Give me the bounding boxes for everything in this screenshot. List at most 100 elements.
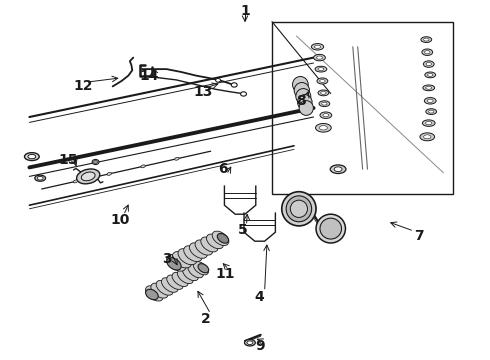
Ellipse shape (425, 122, 432, 125)
Text: 13: 13 (194, 85, 213, 99)
Ellipse shape (177, 270, 194, 284)
Ellipse shape (156, 280, 173, 295)
Ellipse shape (37, 176, 43, 180)
Ellipse shape (286, 196, 312, 222)
Ellipse shape (146, 289, 158, 300)
Ellipse shape (107, 172, 112, 175)
Ellipse shape (162, 278, 178, 292)
Ellipse shape (422, 49, 433, 55)
Ellipse shape (24, 153, 39, 161)
Ellipse shape (318, 68, 324, 71)
Ellipse shape (422, 120, 435, 126)
Ellipse shape (146, 286, 163, 301)
Ellipse shape (167, 255, 186, 271)
Text: 3: 3 (162, 252, 172, 266)
Text: 7: 7 (414, 229, 424, 243)
Ellipse shape (423, 135, 431, 139)
Ellipse shape (420, 133, 435, 141)
Ellipse shape (330, 165, 346, 174)
Ellipse shape (317, 56, 322, 59)
Text: 9: 9 (255, 339, 265, 353)
Ellipse shape (426, 63, 431, 66)
Ellipse shape (241, 92, 246, 96)
Ellipse shape (317, 78, 328, 84)
Ellipse shape (188, 264, 203, 278)
Ellipse shape (172, 252, 192, 268)
Bar (15, 22, 461, 338)
Ellipse shape (198, 264, 209, 273)
Ellipse shape (290, 200, 308, 217)
Ellipse shape (294, 82, 310, 98)
Bar (272, 22, 453, 194)
Ellipse shape (201, 237, 218, 252)
Ellipse shape (35, 175, 46, 181)
Ellipse shape (423, 61, 434, 67)
Text: 5: 5 (238, 224, 247, 237)
Ellipse shape (312, 44, 323, 50)
Ellipse shape (426, 86, 432, 89)
Text: 4: 4 (255, 290, 265, 304)
Ellipse shape (322, 102, 327, 105)
Ellipse shape (28, 154, 36, 159)
Ellipse shape (206, 234, 223, 249)
Ellipse shape (427, 73, 433, 76)
Ellipse shape (423, 38, 429, 41)
Ellipse shape (299, 101, 314, 116)
Text: 14: 14 (140, 69, 159, 82)
Ellipse shape (172, 272, 188, 287)
Text: 10: 10 (110, 213, 130, 226)
Text: 1: 1 (240, 4, 250, 18)
Ellipse shape (296, 89, 311, 104)
Ellipse shape (184, 246, 202, 261)
Ellipse shape (195, 240, 213, 255)
Ellipse shape (193, 261, 209, 275)
Ellipse shape (320, 80, 325, 82)
Ellipse shape (167, 258, 181, 270)
Ellipse shape (423, 85, 435, 91)
Text: 8: 8 (296, 94, 306, 108)
Text: 11: 11 (216, 267, 235, 280)
Ellipse shape (315, 66, 327, 72)
Ellipse shape (212, 231, 229, 246)
Ellipse shape (424, 98, 436, 104)
Ellipse shape (424, 51, 430, 54)
Ellipse shape (282, 192, 316, 226)
Text: 12: 12 (74, 80, 93, 93)
Ellipse shape (183, 267, 198, 281)
Text: 15: 15 (59, 153, 78, 167)
Ellipse shape (216, 78, 220, 82)
Ellipse shape (334, 167, 342, 172)
Ellipse shape (81, 172, 95, 181)
Ellipse shape (245, 339, 255, 346)
Ellipse shape (217, 234, 229, 243)
Text: 6: 6 (218, 162, 228, 176)
Ellipse shape (92, 159, 99, 165)
Ellipse shape (314, 54, 325, 61)
Ellipse shape (319, 126, 327, 130)
Ellipse shape (94, 161, 98, 163)
Ellipse shape (141, 165, 146, 168)
Ellipse shape (178, 249, 197, 265)
Ellipse shape (315, 45, 320, 49)
Text: 2: 2 (201, 312, 211, 325)
Ellipse shape (151, 283, 168, 298)
Ellipse shape (318, 90, 329, 96)
Ellipse shape (425, 72, 436, 78)
Ellipse shape (174, 157, 179, 160)
Ellipse shape (428, 110, 434, 113)
Ellipse shape (167, 275, 183, 289)
Ellipse shape (323, 114, 329, 117)
Ellipse shape (316, 214, 345, 243)
Ellipse shape (320, 112, 332, 118)
Ellipse shape (421, 37, 432, 42)
Ellipse shape (76, 169, 100, 184)
Ellipse shape (319, 101, 330, 107)
Ellipse shape (426, 109, 437, 114)
Ellipse shape (320, 218, 342, 239)
Ellipse shape (73, 180, 78, 183)
Ellipse shape (320, 91, 326, 94)
Ellipse shape (293, 77, 308, 93)
Ellipse shape (297, 95, 312, 110)
Ellipse shape (316, 123, 331, 132)
Ellipse shape (247, 341, 253, 345)
